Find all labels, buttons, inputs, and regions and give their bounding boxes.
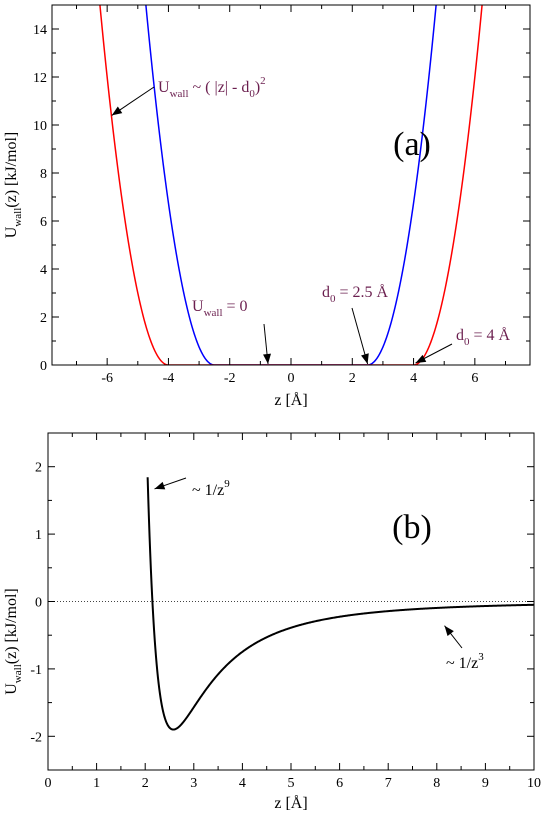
x-tick-label: 0 — [288, 371, 295, 386]
y-tick-label: 2 — [35, 461, 42, 476]
x-tick-label: -6 — [101, 371, 113, 386]
panel-b: 0 1 2 3 4 5 6 7 8 9 10 -2 -1 0 1 2 z [Å] Uwall(z) [kJ/mol… — [3, 432, 541, 812]
y-tick-label: -2 — [30, 730, 42, 745]
annotation-inverse-z3: ~ 1/z3 — [446, 651, 484, 672]
x-tick-label: 3 — [190, 776, 197, 791]
y-axis-label: Uwall(z) [kJ/mol] — [3, 132, 24, 239]
x-tick-label: 1 — [93, 776, 100, 791]
annotation-d0-4: d0 = 4 Å — [456, 326, 511, 348]
annotation-uwall-zero: Uwall = 0 — [192, 298, 248, 319]
x-tick-label: 2 — [142, 776, 149, 791]
x-tick-label: 5 — [288, 776, 295, 791]
y-tick-label: 8 — [40, 167, 47, 182]
x-tick-label: 7 — [385, 776, 392, 791]
x-tick-label: 6 — [471, 371, 478, 386]
x-tick-label: 6 — [336, 776, 343, 791]
y-tick-label: 14 — [33, 23, 47, 38]
x-axis-label: z [Å] — [274, 391, 307, 409]
y-tick-label: 12 — [33, 71, 47, 86]
y-tick-label: -1 — [30, 663, 42, 678]
arrow-head — [263, 353, 271, 364]
annotation-d0-2-5: d0 = 2.5 Å — [322, 283, 389, 305]
x-tick-label: 9 — [482, 776, 489, 791]
y-tick-label: 0 — [35, 596, 42, 611]
y-tick-label: 10 — [33, 119, 47, 134]
y-tick-label: 1 — [35, 528, 42, 543]
x-tick-label: 2 — [349, 371, 356, 386]
arrow-head — [111, 106, 123, 116]
y-tick-label: 2 — [40, 311, 47, 326]
x-tick-label: 8 — [433, 776, 440, 791]
arrow-head — [444, 625, 454, 637]
series-line-wall-potential — [146, 477, 534, 731]
arrow-head — [415, 354, 427, 363]
y-tick-label: 6 — [40, 215, 47, 230]
panel-a: -6 -4 -2 0 2 4 6 0 2 4 6 8 10 12 14 z [Å] Uwall(z) [kJ/m… — [3, 4, 531, 409]
y-tick-label: 0 — [40, 359, 47, 374]
annotation-inverse-z9: ~ 1/z9 — [192, 478, 230, 499]
panel-label-b: (b) — [392, 509, 432, 546]
x-axis-label: z [Å] — [274, 794, 307, 812]
panel-label-a: (a) — [393, 126, 431, 163]
y-tick-label: 4 — [40, 263, 47, 278]
annotation-formula: Uwall ~ ( |z| - d0)2 — [158, 75, 266, 100]
x-tick-label: 4 — [239, 776, 246, 791]
y-axis-label: Uwall(z) [kJ/mol] — [3, 588, 24, 695]
x-tick-label: 0 — [45, 776, 52, 791]
arrow-head — [154, 481, 166, 490]
x-tick-label: -2 — [224, 371, 236, 386]
arrow-head — [361, 353, 369, 364]
series-line-d0-2.5 — [145, 5, 437, 365]
x-tick-label: 10 — [527, 776, 541, 791]
x-tick-label: -4 — [163, 371, 175, 386]
plot-frame-a — [51, 4, 531, 366]
series-line-d0-4 — [99, 5, 483, 365]
x-tick-label: 4 — [410, 371, 417, 386]
